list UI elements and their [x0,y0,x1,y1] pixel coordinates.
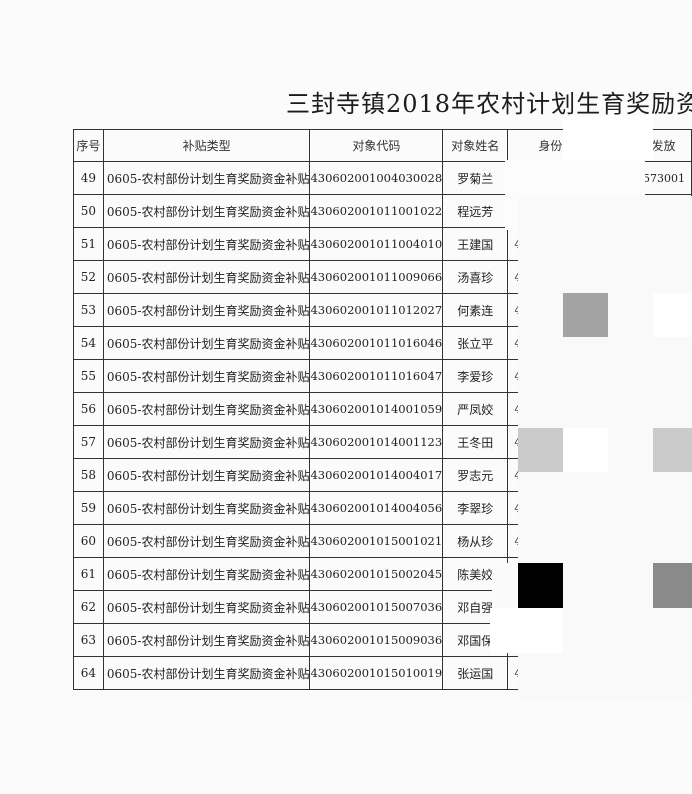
row-number: 62 [73,590,104,624]
redaction-block [653,563,692,608]
row-number: 50 [73,194,104,228]
person-name: 张立平 [442,326,509,360]
row-number: 63 [73,623,104,657]
person-name: 王冬田 [442,425,509,459]
subsidy-type: 0605-农村部份计划生育奖励资金补贴 [102,491,311,525]
redaction-block [490,608,563,653]
object-code: 430602001015001021 [309,524,444,558]
row-number: 60 [73,524,104,558]
subsidy-type: 0605-农村部份计划生育奖励资金补贴 [102,656,311,690]
subsidy-type: 0605-农村部份计划生育奖励资金补贴 [102,260,311,294]
object-code: 430602001015010019 [309,656,444,690]
object-code: 430602001014004056 [309,491,444,525]
person-name: 李爱珍 [442,359,509,393]
object-code: 430602001014004017 [309,458,444,492]
subsidy-type: 0605-农村部份计划生育奖励资金补贴 [102,425,311,459]
subsidy-type: 0605-农村部份计划生育奖励资金补贴 [102,293,311,327]
document-title: 三封寺镇2018年农村计划生育奖励资金 [286,90,692,118]
object-code: 430602001004030028 [309,161,444,195]
redaction-block [653,293,692,337]
object-code: 430602001011016047 [309,359,444,393]
redaction-block [563,428,608,472]
subsidy-type: 0605-农村部份计划生育奖励资金补贴 [102,161,311,195]
person-name: 严凤姣 [442,392,509,426]
header-code: 对象代码 [309,129,444,162]
row-number: 54 [73,326,104,360]
object-code: 430602001011001022 [309,194,444,228]
subsidy-type: 0605-农村部份计划生育奖励资金补贴 [102,623,311,657]
subsidy-type: 0605-农村部份计划生育奖励资金补贴 [102,524,311,558]
redaction-block [653,428,692,472]
row-number: 52 [73,260,104,294]
subsidy-type: 0605-农村部份计划生育奖励资金补贴 [102,194,311,228]
redaction-block [563,116,653,160]
redaction-block [492,563,518,608]
object-code: 430602001015002045 [309,557,444,591]
row-number: 55 [73,359,104,393]
subsidy-type: 0605-农村部份计划生育奖励资金补贴 [102,590,311,624]
object-code: 430602001011012027 [309,293,444,327]
person-name: 何素连 [442,293,509,327]
subsidy-table: 序号 补贴类型 对象代码 对象姓名 身份证 发放 49 0605-农村部份计划生育… [73,129,692,690]
person-name: 罗志元 [442,458,509,492]
person-name: 汤喜珍 [442,260,509,294]
subsidy-type: 0605-农村部份计划生育奖励资金补贴 [102,557,311,591]
object-code: 430602001011016046 [309,326,444,360]
subsidy-type: 0605-农村部份计划生育奖励资金补贴 [102,227,311,261]
row-number: 57 [73,425,104,459]
person-name: 王建国 [442,227,509,261]
object-code: 430602001014001059 [309,392,444,426]
object-code: 430602001014001123 [309,425,444,459]
row-number: 51 [73,227,104,261]
row-number: 58 [73,458,104,492]
subsidy-type: 0605-农村部份计划生育奖励资金补贴 [102,359,311,393]
redaction-block [518,428,563,472]
person-name: 张运国 [442,656,509,690]
row-number: 64 [73,656,104,690]
object-code: 430602001015007036 [309,590,444,624]
object-code: 430602001011009066 [309,260,444,294]
person-name: 李翠珍 [442,491,509,525]
table-header-row: 序号 补贴类型 对象代码 对象姓名 身份证 发放 [73,129,692,162]
row-number: 56 [73,392,104,426]
row-number: 49 [73,161,104,195]
header-no: 序号 [73,129,104,162]
subsidy-type: 0605-农村部份计划生育奖励资金补贴 [102,326,311,360]
header-type: 补贴类型 [102,129,311,162]
person-name: 程远芳 [442,194,509,228]
subsidy-type: 0605-农村部份计划生育奖励资金补贴 [102,392,311,426]
object-code: 430602001015009036 [309,623,444,657]
person-name: 罗菊兰 [442,161,509,195]
subsidy-type: 0605-农村部份计划生育奖励资金补贴 [102,458,311,492]
row-number: 53 [73,293,104,327]
header-name: 对象姓名 [442,129,509,162]
redaction-block [518,563,563,608]
person-name: 杨从珍 [442,524,509,558]
row-number: 61 [73,557,104,591]
row-number: 59 [73,491,104,525]
object-code: 430602001011004010 [309,227,444,261]
redaction-block [563,293,608,337]
